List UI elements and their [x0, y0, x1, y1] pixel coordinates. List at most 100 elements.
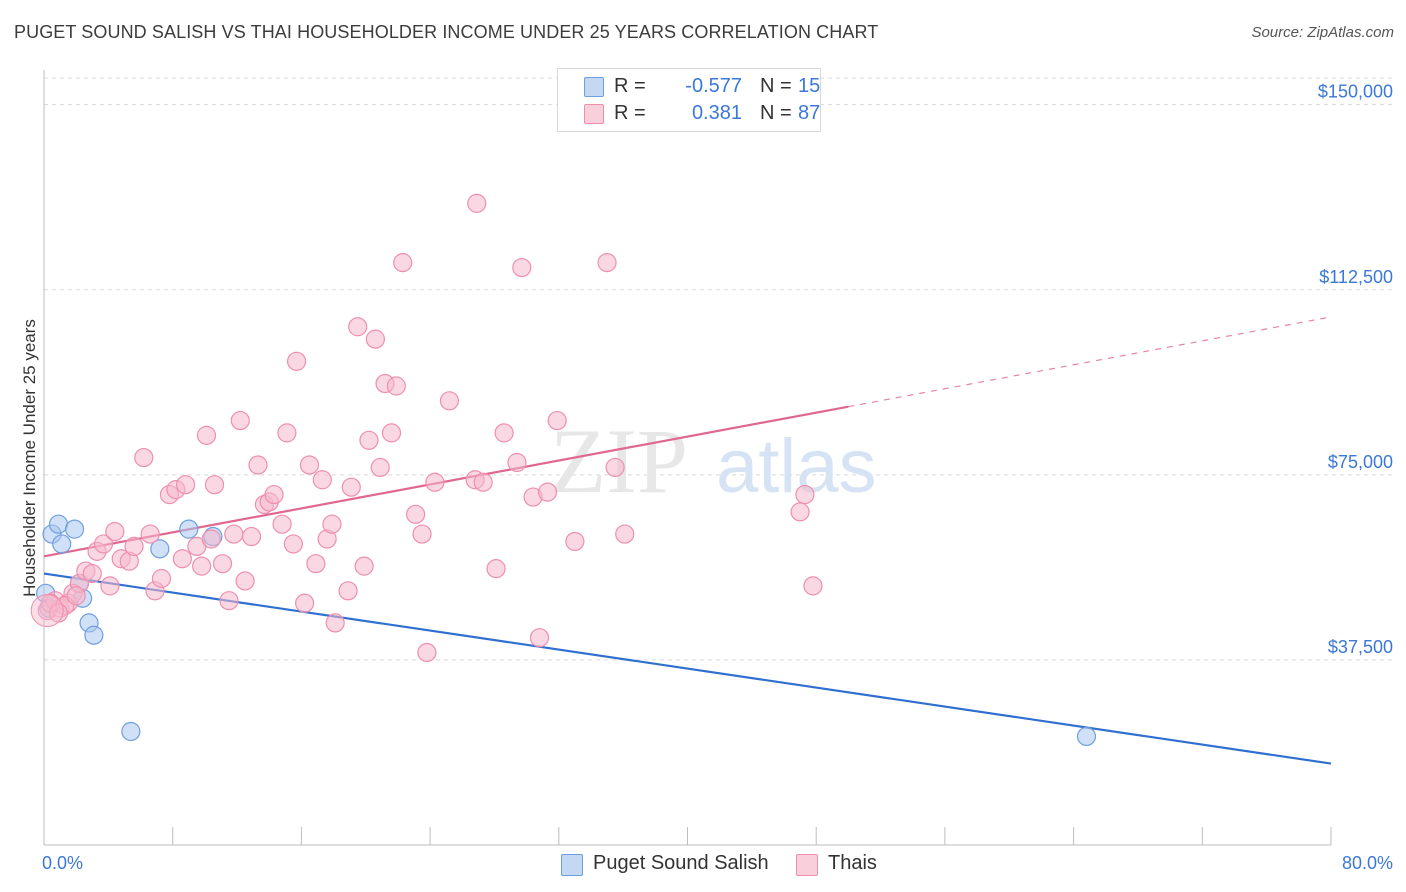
thai-point: [467, 193, 487, 213]
thai-point: [615, 524, 635, 544]
trend-lines: [43, 316, 1332, 765]
thai-point: [417, 642, 437, 663]
thai-point: [140, 524, 160, 544]
legend-n-value-salish: 15: [798, 75, 821, 97]
salish-point: [84, 625, 104, 645]
thai-point: [512, 257, 532, 278]
thai-point: [803, 576, 823, 596]
salish-point: [48, 514, 69, 534]
thai-point: [393, 253, 413, 273]
thai-point: [381, 423, 402, 443]
legend-r-label: R =: [614, 102, 646, 124]
salish-point: [1076, 726, 1097, 747]
bottom-legend-label-salish: Puget Sound Salish: [593, 852, 769, 874]
thai-point: [322, 514, 342, 534]
thai-point: [341, 477, 361, 497]
thai-point: [277, 423, 297, 443]
bottom-legend-swatch-thai: [796, 854, 818, 876]
salish-point: [121, 721, 141, 742]
legend-r-value-thai: 0.381: [691, 102, 742, 124]
salish-point: [64, 519, 85, 539]
thai-point: [134, 447, 154, 468]
y-tick-label: $75,000: [1328, 452, 1393, 472]
thai-point: [151, 568, 172, 589]
y-tick-label: $112,500: [1319, 267, 1393, 287]
thai-point: [235, 571, 255, 591]
thai-point: [224, 524, 244, 544]
y-tick-label: $37,500: [1328, 637, 1393, 657]
thai-point: [230, 410, 250, 431]
x-tick-label-min: 0.0%: [42, 853, 83, 873]
thai-point: [565, 531, 585, 552]
thai-point: [312, 470, 332, 490]
thai-point: [248, 455, 268, 475]
thai-point: [338, 581, 358, 601]
tick-labels: $37,500 $75,000 $112,500 $150,000 0.0% 80.0%: [42, 82, 1393, 873]
legend-r-value-salish: -0.577: [685, 75, 742, 97]
thai-point: [93, 534, 114, 554]
bottom-legend-swatch-salish: [561, 854, 583, 876]
thai-cluster-point: [30, 594, 64, 628]
thai-point: [201, 529, 221, 549]
thai-point: [204, 475, 225, 495]
thai-point: [264, 484, 284, 505]
thai-point: [175, 475, 196, 495]
trend-line-salish: [43, 572, 1332, 765]
legend-n-label: N =: [760, 102, 792, 124]
thai-point: [100, 576, 120, 596]
thai-point: [299, 455, 320, 475]
thai-point: [547, 410, 567, 431]
salish-point: [179, 519, 199, 539]
trend-line-dashed-thai: [848, 316, 1332, 408]
thai-point: [494, 423, 514, 443]
thai-point: [348, 317, 368, 337]
salish-point: [150, 539, 170, 559]
thai-point: [172, 549, 192, 569]
thai-point: [795, 484, 815, 505]
legend-swatch-salish: [584, 77, 604, 97]
legend-r-label: R =: [614, 75, 646, 97]
thai-point: [354, 556, 374, 576]
axes: [43, 70, 1332, 846]
thai-point: [790, 502, 810, 522]
trend-line-thai: [43, 405, 849, 558]
thai-point: [241, 526, 262, 547]
thai-point: [286, 351, 307, 371]
legend-swatch-thai: [584, 104, 604, 124]
thai-point: [597, 253, 617, 273]
thai-point: [306, 554, 326, 574]
thai-point: [439, 391, 460, 411]
thai-point: [486, 559, 506, 579]
x-tick-label-max: 80.0%: [1342, 853, 1393, 873]
thai-point: [365, 329, 386, 349]
salish-point: [52, 534, 72, 554]
legend-n-label: N =: [760, 75, 792, 97]
thai-point: [124, 536, 144, 557]
data-points: [30, 193, 1097, 747]
thai-point: [272, 514, 292, 534]
legend-n-value-thai: 87: [798, 102, 821, 124]
chart-title: PUGET SOUND SALISH VS THAI HOUSEHOLDER I…: [14, 22, 879, 42]
thai-point: [295, 593, 315, 613]
thai-point: [212, 554, 233, 574]
thai-point: [425, 472, 445, 492]
thai-point: [359, 430, 379, 450]
thai-point: [192, 556, 212, 576]
bottom-legend-label-thai: Thais: [828, 852, 877, 874]
thai-point: [605, 457, 625, 478]
thai-point: [473, 472, 493, 492]
thai-point: [325, 613, 345, 633]
thai-point: [82, 563, 102, 584]
source-label: Source: ZipAtlas.com: [1251, 24, 1394, 41]
thai-point: [412, 524, 432, 544]
thai-point: [283, 534, 303, 554]
thai-point: [529, 628, 550, 648]
thai-point: [219, 591, 239, 611]
legend-box: R = -0.577 N = 15 R = 0.381 N = 87: [557, 68, 821, 132]
thai-point: [507, 452, 527, 473]
thai-point: [66, 586, 86, 606]
y-tick-label: $150,000: [1318, 82, 1393, 102]
thai-point: [105, 521, 125, 542]
thai-point: [537, 482, 558, 502]
